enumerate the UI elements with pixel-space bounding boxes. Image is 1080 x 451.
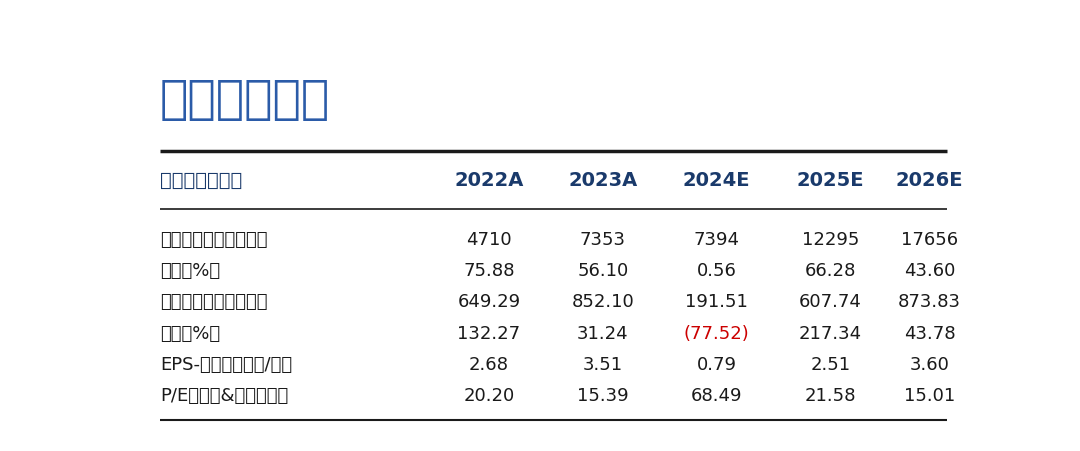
Text: 217.34: 217.34 xyxy=(799,325,862,343)
Text: 66.28: 66.28 xyxy=(805,262,856,280)
Text: 3.51: 3.51 xyxy=(583,356,623,374)
Text: 营业总收入（百万元）: 营业总收入（百万元） xyxy=(160,231,268,249)
Text: 68.49: 68.49 xyxy=(691,387,742,405)
Text: 852.10: 852.10 xyxy=(571,294,634,312)
Text: 2025E: 2025E xyxy=(797,171,864,190)
Text: 191.51: 191.51 xyxy=(686,294,748,312)
Text: 归母净利润（百万元）: 归母净利润（百万元） xyxy=(160,294,268,312)
Text: 15.01: 15.01 xyxy=(904,387,956,405)
Text: 同比（%）: 同比（%） xyxy=(160,262,220,280)
Text: 2.68: 2.68 xyxy=(469,356,509,374)
Text: 649.29: 649.29 xyxy=(458,294,521,312)
Text: 3.60: 3.60 xyxy=(909,356,949,374)
Text: 43.60: 43.60 xyxy=(904,262,956,280)
Text: 7353: 7353 xyxy=(580,231,626,249)
Text: 607.74: 607.74 xyxy=(799,294,862,312)
Text: EPS-最新溯薄（元/股）: EPS-最新溯薄（元/股） xyxy=(160,356,293,374)
Text: 2024E: 2024E xyxy=(683,171,751,190)
Text: 132.27: 132.27 xyxy=(458,325,521,343)
Text: P/E（现价&最新溯薄）: P/E（现价&最新溯薄） xyxy=(160,387,288,405)
Text: 盈利预测与估值: 盈利预测与估值 xyxy=(160,171,242,190)
Text: 7394: 7394 xyxy=(693,231,740,249)
Text: 56.10: 56.10 xyxy=(577,262,629,280)
Text: 0.79: 0.79 xyxy=(697,356,737,374)
Text: 买入（维持）: 买入（维持） xyxy=(160,78,330,124)
Text: 873.83: 873.83 xyxy=(899,294,961,312)
Text: 17656: 17656 xyxy=(901,231,958,249)
Text: 31.24: 31.24 xyxy=(577,325,629,343)
Text: 同比（%）: 同比（%） xyxy=(160,325,220,343)
Text: 21.58: 21.58 xyxy=(805,387,856,405)
Text: 2.51: 2.51 xyxy=(810,356,851,374)
Text: 12295: 12295 xyxy=(801,231,860,249)
Text: 2026E: 2026E xyxy=(896,171,963,190)
Text: 4710: 4710 xyxy=(467,231,512,249)
Text: 15.39: 15.39 xyxy=(577,387,629,405)
Text: 43.78: 43.78 xyxy=(904,325,956,343)
Text: 2022A: 2022A xyxy=(455,171,524,190)
Text: (77.52): (77.52) xyxy=(684,325,750,343)
Text: 0.56: 0.56 xyxy=(697,262,737,280)
Text: 20.20: 20.20 xyxy=(463,387,515,405)
Text: 2023A: 2023A xyxy=(568,171,637,190)
Text: 75.88: 75.88 xyxy=(463,262,515,280)
